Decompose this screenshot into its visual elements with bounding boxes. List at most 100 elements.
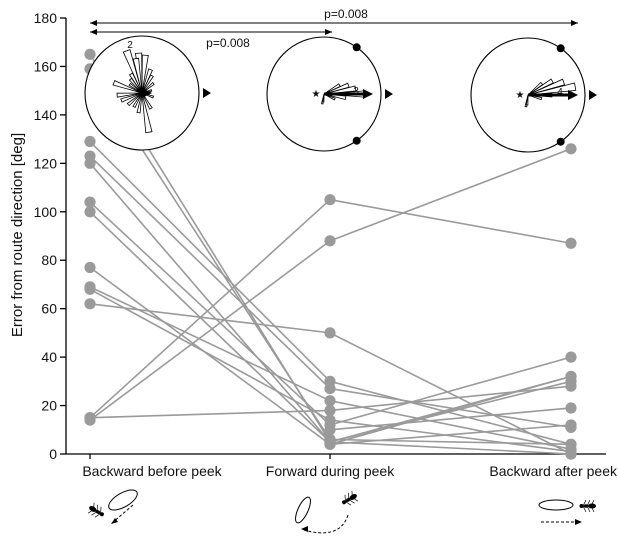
series-line [89,266,331,445]
ant-icon [579,499,596,513]
data-point [84,283,96,295]
y-axis-label: Error from route direction [deg] [9,133,26,337]
circular-insets: 23★ 4★ [84,35,597,153]
series-line [89,288,331,421]
circular-histogram: 3★ [266,36,393,152]
ant-leg [586,505,591,513]
data-point [324,438,336,450]
significance-brackets: p=0.008 p=0.008 [90,7,578,50]
series-line [329,385,572,412]
circular-histogram: 2 [84,35,211,151]
y-tick-label: 20 [41,398,57,414]
data-point [324,414,336,426]
series-line [89,286,331,402]
series-line [89,211,331,443]
ant-abdomen [588,503,596,509]
path-arrowhead [575,519,582,525]
path-arrowhead [301,526,308,532]
y-tick-label: 40 [41,349,57,365]
y-tick-label: 100 [34,204,58,220]
bracket-arrowhead-right [325,29,332,35]
y-tick-label: 0 [49,446,57,462]
inset-label: 2 [127,40,133,51]
x-tick-labels: Backward before peek Forward during peek B… [82,463,618,479]
ant-leg [352,497,359,502]
series-line [89,162,331,443]
ant-leg [586,499,591,507]
x-tick-label: Forward during peek [266,463,395,479]
histogram-wedge [132,92,143,108]
y-tick-label: 140 [34,107,58,123]
histogram-wedge [128,82,143,94]
data-point [84,298,96,310]
series-line [329,375,572,446]
series-line [89,140,331,382]
ant-leg [344,494,346,502]
ant-leg [582,505,587,513]
histogram-wedge [126,92,143,107]
series-line [329,419,572,453]
ant-leg [96,504,98,512]
star-icon: ★ [516,90,525,101]
data-point [324,327,336,339]
p-value-label: p=0.008 [206,36,250,50]
ant-leg [94,513,101,518]
data-point [324,424,336,436]
x-tick-label: Backward before peek [82,463,222,479]
inset-label: 4 [557,87,563,98]
data-point [324,404,336,416]
bracket-arrowhead-left [90,29,97,35]
ant-abdomen [89,506,97,512]
ant-pictograms [87,489,596,534]
ant-icon [342,490,359,506]
histogram-wedge [128,77,143,94]
series-line [329,441,572,455]
ant-icon [87,502,104,518]
data-point [84,412,96,424]
histogram-wedge [323,83,341,95]
mean-vector-arrowhead [568,90,578,100]
ant-leg [582,499,587,507]
ant-abdomen [349,494,357,500]
series-line [329,424,572,446]
path-arrowhead [111,518,118,524]
rim-dot [556,44,565,53]
histogram-wedge [141,92,153,110]
data-point [565,237,577,249]
ant-leg [351,490,353,498]
histogram-wedge [132,57,143,94]
data-point [324,383,336,395]
series-line [89,155,331,390]
mean-vector-arrowhead [142,88,152,98]
data-point [565,143,577,155]
series-line [329,148,572,242]
data-point [84,261,96,274]
view-ellipse [295,496,311,524]
ant-leg [348,499,355,504]
series-line [329,387,572,429]
data-point [324,194,336,206]
histogram-wedge [525,94,529,106]
ant-head [579,504,584,508]
route-direction-marker [385,89,393,99]
ant-leg [93,502,95,510]
bracket-arrowhead-left [90,20,97,26]
data-point [565,448,577,460]
histogram-wedge [141,74,154,94]
x-tick-label: Backward after peek [489,463,618,479]
y-tick-label: 180 [34,10,58,26]
ant-leg [590,505,595,513]
histogram-wedge [141,54,149,94]
mean-vector-arrowhead [363,89,373,99]
ant-leg [91,511,98,516]
rim-dot [352,136,361,145]
inset-label: 3 [353,86,359,97]
data-point [84,48,96,60]
series-line [329,198,572,245]
series-line [329,407,572,431]
dashed-path [303,514,349,534]
series-line [329,380,572,443]
star-icon: ★ [312,89,321,100]
series-line [329,356,572,426]
